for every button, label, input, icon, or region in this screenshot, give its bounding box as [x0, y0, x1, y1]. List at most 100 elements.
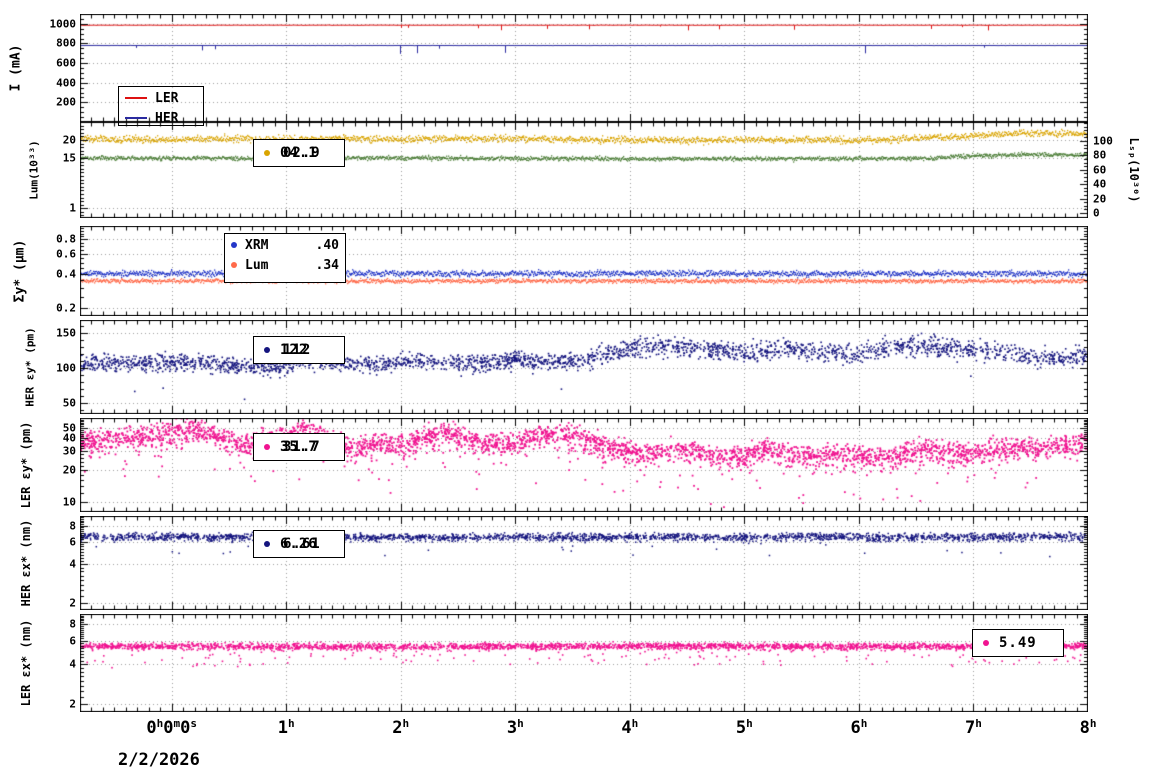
y-tick-label-ler-ex: 8 — [69, 617, 76, 631]
y-tick-label-sigma-y: 0.4 — [56, 267, 76, 281]
y-tick-label-right-luminosity: 40 — [1093, 177, 1107, 191]
legend-line-swatch — [125, 117, 147, 119]
x-tick-label-3h: 3h — [506, 717, 524, 738]
legend-marker-dot — [264, 541, 270, 547]
y-tick-label-right-luminosity: 80 — [1093, 148, 1107, 162]
y-tick-label-right-luminosity: 20 — [1093, 192, 1107, 206]
legend-marker-dot — [231, 242, 237, 248]
panel-her-ey — [80, 320, 1088, 414]
x-origin-label: 0h0m0s — [146, 717, 197, 738]
y-tick-label-right-luminosity: 0 — [1093, 206, 1100, 220]
y-axis-title-sigma-y: Σy* (μm) — [12, 239, 28, 303]
y-tick-label-ler-ey: 40 — [62, 431, 76, 445]
legend-entry: Lum .34 — [225, 256, 345, 274]
y-tick-label-ler-ey: 20 — [62, 463, 76, 477]
x-tick-label-5h: 5h — [735, 717, 753, 738]
legend-value: 6.61 — [283, 536, 321, 552]
y-axis-title-lsp-right: Lₛₚ(10³⁰) — [1127, 137, 1141, 203]
legend-label: HER — [155, 110, 179, 126]
y-tick-label-ler-ey: 30 — [62, 444, 76, 458]
x-tick-label-7h: 7h — [965, 717, 982, 738]
legend-label: Lum — [245, 257, 269, 273]
legend-marker-dot — [264, 347, 270, 353]
y-tick-label-ler-ex: 4 — [69, 657, 76, 671]
x-tick-label-2h: 2h — [392, 717, 410, 738]
legend-value: 02.9 — [283, 145, 321, 161]
legend-line-swatch — [125, 97, 147, 99]
panel-her-ex — [80, 516, 1088, 610]
panel-beam-current — [80, 14, 1088, 122]
legend-value: 35.7 — [280, 439, 318, 455]
date-label: 2/2/2026 — [118, 750, 200, 770]
panel-ler-ex — [80, 614, 1088, 712]
plot-canvas-her-ex — [80, 516, 1088, 610]
x-hour-number: 1 — [277, 718, 288, 738]
x-origin-number: 0 — [180, 718, 191, 738]
y-tick-label-luminosity: 1 — [69, 201, 76, 215]
y-axis-title-luminosity: Lum(10³³) — [27, 140, 41, 200]
y-tick-label-beam-current: 200 — [56, 95, 76, 109]
x-hour-number: 3 — [506, 718, 518, 738]
legend-her-ey: 122 112 — [253, 336, 345, 364]
x-origin-unit: h — [156, 717, 164, 730]
legend-sigma-y: XRM .40 Lum .34 — [224, 233, 346, 283]
y-tick-label-beam-current: 800 — [56, 36, 76, 50]
legend-value: .40 — [315, 237, 339, 253]
legend-marker-dot — [264, 444, 270, 450]
y-tick-label-ler-ex: 2 — [69, 697, 76, 711]
plot-canvas-beam-current — [80, 14, 1088, 122]
x-hour-unit: h — [1089, 717, 1097, 730]
x-hour-unit: h — [975, 717, 982, 730]
x-hour-unit: h — [402, 717, 410, 730]
y-tick-label-ler-ey: 50 — [62, 421, 76, 435]
legend-luminosity: 04.1 02.9 — [253, 139, 345, 167]
legend-value: 112 — [283, 342, 312, 358]
plot-canvas-ler-ex — [80, 614, 1088, 712]
x-origin-unit: m — [173, 717, 181, 730]
panel-ler-ey — [80, 418, 1088, 512]
y-tick-label-her-ey: 100 — [56, 361, 76, 375]
y-tick-label-her-ey: 50 — [62, 396, 76, 410]
legend-value: .34 — [315, 257, 339, 273]
y-tick-label-her-ey: 150 — [56, 326, 76, 340]
y-tick-label-sigma-y: 0.2 — [56, 301, 76, 315]
legend-label: XRM — [245, 237, 269, 253]
legend-ler-ey: 35.7 31.7 — [253, 433, 345, 461]
x-origin-number: 0 — [163, 718, 174, 738]
x-hour-number: 5 — [735, 718, 747, 738]
legend-her-ex: 6.26 6.61 — [253, 530, 345, 558]
legend-marker-dot — [983, 640, 989, 646]
y-tick-label-her-ex: 6 — [69, 535, 76, 549]
x-tick-label-8h: 8h — [1079, 717, 1097, 738]
y-tick-label-luminosity: 20 — [62, 133, 76, 147]
x-hour-number: 7 — [965, 718, 976, 738]
x-hour-unit: h — [631, 717, 639, 730]
y-tick-label-beam-current: 1000 — [49, 17, 77, 31]
y-tick-label-ler-ex: 6 — [69, 634, 76, 648]
x-hour-number: 6 — [850, 718, 861, 738]
panel-luminosity — [80, 122, 1088, 218]
x-tick-label-4h: 4h — [621, 717, 639, 738]
plot-canvas-ler-ey — [80, 418, 1088, 512]
y-tick-label-her-ex: 8 — [69, 519, 76, 533]
legend-value: 6.26 — [280, 536, 318, 552]
legend-value: 31.7 — [283, 439, 321, 455]
x-tick-label-6h: 6h — [850, 717, 868, 738]
x-origin-number: 0 — [146, 718, 157, 738]
x-hour-unit: h — [860, 717, 868, 730]
x-origin-unit: s — [190, 717, 197, 730]
x-tick-label-1h: 1h — [277, 717, 295, 738]
x-hour-unit: h — [287, 717, 295, 730]
legend-entry: XRM .40 — [225, 236, 345, 254]
legend-marker-dot — [231, 262, 237, 268]
legend-value: 5.49 — [999, 635, 1037, 651]
legend-marker-dot — [264, 150, 270, 156]
y-tick-label-luminosity: 15 — [62, 151, 76, 165]
y-tick-label-her-ex: 2 — [69, 596, 76, 610]
legend-value: 04.1 — [280, 145, 318, 161]
y-axis-title-beam-current: I (mA) — [8, 44, 24, 92]
x-hour-number: 8 — [1079, 718, 1090, 738]
y-tick-label-right-luminosity: 100 — [1093, 134, 1113, 148]
y-tick-label-beam-current: 600 — [56, 56, 76, 70]
x-hour-unit: h — [746, 717, 753, 730]
